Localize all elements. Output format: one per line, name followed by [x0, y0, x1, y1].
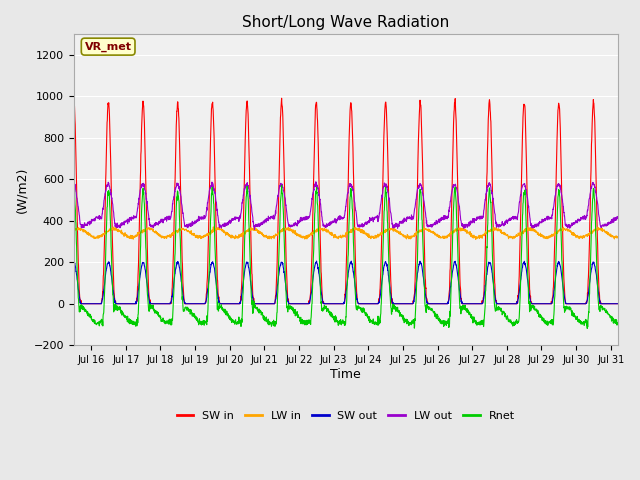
Text: VR_met: VR_met: [84, 41, 132, 52]
LW out: [607, 219, 614, 225]
SW in: [70, 99, 77, 105]
LW out: [312, 179, 320, 185]
SW in: [510, 301, 518, 307]
LW out: [251, 227, 259, 232]
LW out: [614, 214, 621, 219]
LW out: [379, 190, 387, 196]
Title: Short/Long Wave Radiation: Short/Long Wave Radiation: [242, 15, 449, 30]
LW in: [510, 234, 518, 240]
Legend: SW in, LW in, SW out, LW out, Rnet: SW in, LW in, SW out, LW out, Rnet: [172, 407, 519, 426]
Line: SW in: SW in: [74, 98, 618, 304]
SW out: [77, 301, 84, 307]
Y-axis label: (W/m2): (W/m2): [15, 167, 28, 213]
SW out: [607, 301, 614, 307]
Rnet: [70, 185, 77, 191]
LW out: [124, 217, 132, 223]
LW in: [124, 234, 132, 240]
SW out: [510, 301, 518, 307]
Rnet: [379, 263, 387, 268]
Line: Rnet: Rnet: [74, 185, 618, 328]
SW out: [379, 272, 387, 277]
LW in: [242, 228, 250, 234]
SW in: [614, 301, 621, 307]
SW out: [242, 263, 250, 268]
SW in: [607, 301, 614, 307]
Line: SW out: SW out: [74, 261, 618, 304]
SW in: [278, 96, 285, 101]
Rnet: [124, 318, 132, 324]
SW out: [313, 258, 321, 264]
Line: LW out: LW out: [74, 182, 618, 229]
SW out: [614, 301, 621, 307]
LW in: [379, 230, 387, 236]
Rnet: [584, 325, 591, 331]
SW out: [125, 301, 132, 307]
Rnet: [614, 321, 621, 327]
LW in: [472, 237, 479, 242]
SW in: [379, 184, 387, 190]
Rnet: [607, 315, 614, 321]
LW out: [510, 216, 518, 222]
LW out: [242, 185, 250, 191]
LW in: [70, 226, 77, 232]
LW out: [70, 182, 77, 188]
Rnet: [242, 209, 250, 215]
LW in: [614, 234, 621, 240]
LW in: [541, 234, 548, 240]
LW in: [209, 224, 217, 230]
Line: LW in: LW in: [74, 227, 618, 240]
LW in: [607, 233, 614, 239]
SW out: [70, 259, 77, 264]
SW in: [242, 121, 250, 127]
SW in: [77, 301, 84, 307]
SW in: [541, 301, 548, 307]
Rnet: [509, 322, 517, 328]
X-axis label: Time: Time: [330, 368, 361, 381]
SW in: [125, 301, 132, 307]
Rnet: [540, 318, 548, 324]
SW out: [541, 301, 548, 307]
Rnet: [278, 182, 285, 188]
LW out: [541, 217, 548, 223]
